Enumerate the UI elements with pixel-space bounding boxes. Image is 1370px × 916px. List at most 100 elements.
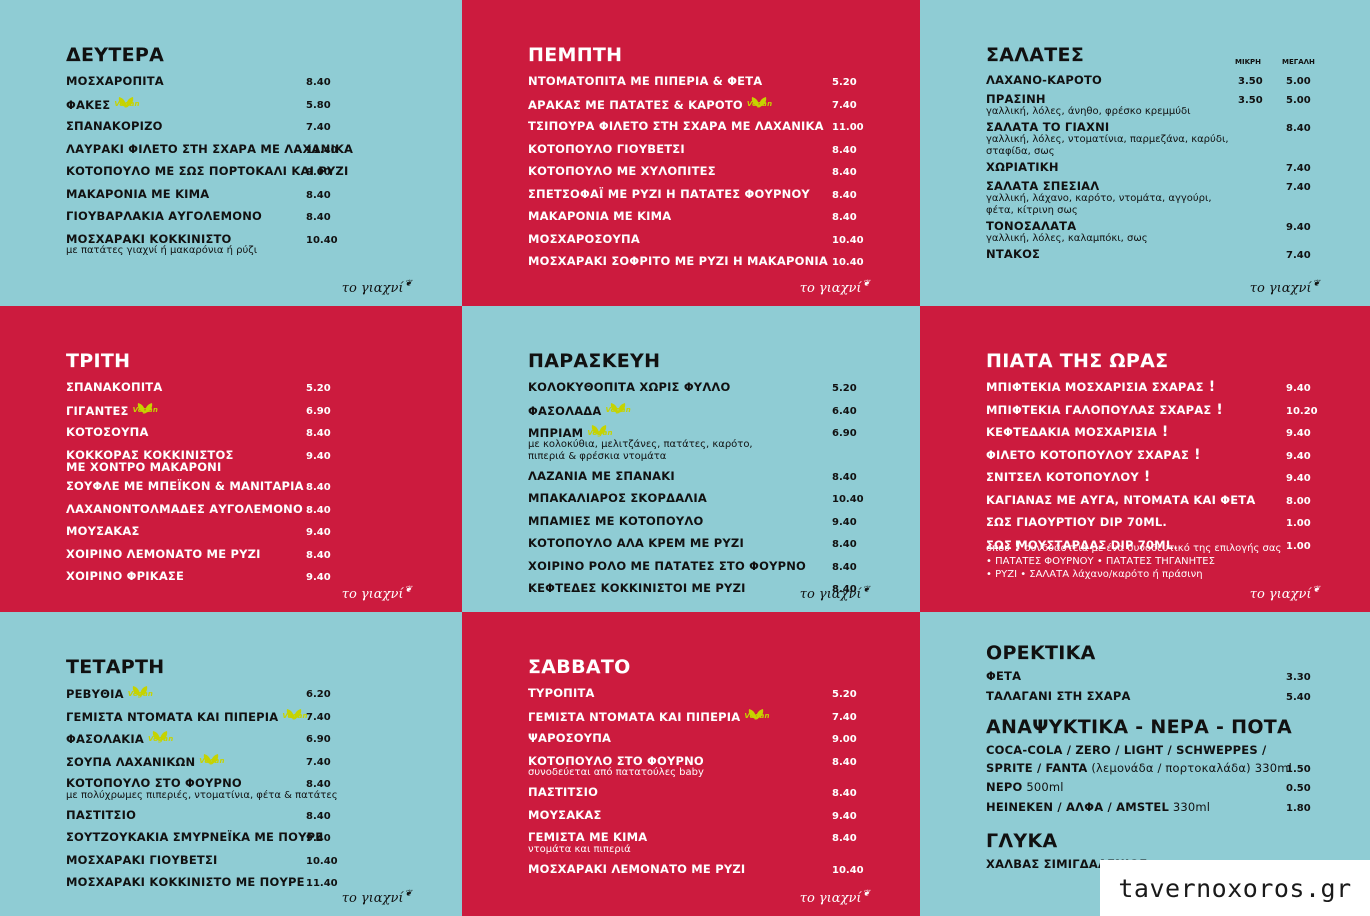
dish-price: 10.40 [306,234,338,246]
menu-item: ΛΑΥΡΑΚΙ ΦΙΛΕΤΟ ΣΤΗ ΣΧΑΡΑ ΜΕ ΛΑΧΑΝΙΚΑ 11.4… [66,141,353,159]
leaf-icon: ❦ [404,889,412,899]
dish-description: με πολύχρωμες πιπεριές, ντοματίνια, φέτα… [66,789,338,801]
dish-name: ΜΑΚΑΡΟΝΙΑ ΜΕ ΚΙΜΑ [528,208,671,226]
dish-price: 5.80 [306,99,331,111]
dish-name: ΣΟΥΦΛΕ ΜΕ ΜΠΕΪΚΟΝ & ΜΑΝΙΤΑΡΙΑ [66,478,304,496]
menu-item: ΦΑΣΟΛΑΚΙΑ Vegan 6.90 [66,730,338,748]
dish-price: 8.40 [832,756,857,768]
panel-title: ΔΕΥΤΕΡΑ [66,44,165,66]
note-line-1: όπου! συνδυάστεια με ένα συνοδευτικό της … [986,539,1281,555]
menu-item: ΓΕΜΙΣΤΑ ΝΤΟΜΑΤΑ ΚΑΙ ΠΙΠΕΡΙΑ Vegan 7.40 [66,708,338,726]
dish-name-text: ΜΠΑΜΙΕΣ ΜΕ ΚΟΤΟΠΟΥΛΟ [528,513,704,528]
menu-item: ΛΑΧΑΝΟ-ΚΑΡΟΤΟ 3.50 5.00 [986,72,1311,90]
menu-item: ΜΠΑΜΙΕΣ ΜΕ ΚΟΤΟΠΟΥΛΟ 9.40 [528,513,857,531]
menu-item: ΠΡΑΣΙΝΗ 3.50 5.00 γαλλική, λόλες, άνηθο, φρ… [986,91,1311,118]
vegan-icon: Vegan [587,424,613,442]
menu-item-row: ΤΥΡΟΠΙΤΑ 5.20 [528,685,857,703]
item-price: 1.50 [1286,763,1311,775]
price-small: 3.50 [1238,76,1263,87]
dish-name-text: ΚΟΤΟΠΟΥΛΟ ΜΕ ΣΩΣ ΠΟΡΤΟΚΑΛΙ ΚΑΙ ΡΥΖΙ [66,164,349,178]
dish-name: ΤΟΝΟΣΑΛΑΤΑ [986,218,1076,236]
dish-name-text: ΚΟΤΟΣΟΥΠΑ [66,425,149,439]
dish-name: ΚΟΤΟΠΟΥΛΟ ΣΤΟ ΦΟΥΡΝΟ [66,775,242,793]
menu-item-row: ΜΟΣΧΑΡΑΚΙ ΚΟΚΚΙΝΙΣΤΟ ΜΕ ΠΟΥΡΕ 11.40 [66,874,338,892]
menu-item: ΤΥΡΟΠΙΤΑ 5.20 [528,685,857,703]
note-prefix: όπου [986,543,1011,554]
menu-item: ΚΟΤΟΠΟΥΛΟ ΣΤΟ ΦΟΥΡΝΟ 8.40 με πολύχρωμες πι… [66,775,338,802]
dish-price: 11.40 [306,878,338,889]
item-price: 0.50 [1286,783,1311,794]
menu-item: ΓΕΜΙΣΤΑ ΝΤΟΜΑΤΑ ΚΑΙ ΠΙΠΕΡΙΑ Vegan 7.40 [528,708,857,726]
dish-price: 8.40 [306,504,331,516]
menu-item: ΜΟΥΣΑΚΑΣ 9.40 [66,523,331,541]
menu-item: ΜΟΣΧΑΡΑΚΙ ΓΙΟΥΒΕΤΣΙ 10.40 [66,852,338,870]
dish-name: ΧΟΙΡΙΝΟ ΛΕΜΟΝΑΤΟ ΜΕ ΡΥΖΙ [66,546,261,564]
dish-name-text: ΛΑΧΑΝΟΝΤΟΛΜΑΔΕΣ ΑΥΓΟΛΕΜΟΝΟ [66,501,303,516]
menu-item-row: ΣΠΑΝΑΚΟΠΙΤΑ 5.20 [66,379,331,397]
dish-name-text: ΚΟΤΟΠΟΥΛΟ ΑΛΑ ΚΡΕΜ ΜΕ ΡΥΖΙ [528,536,744,550]
dish-price: 8.40 [832,471,857,483]
menu-item-row: ΣΑΛΑΤΑ ΤΟ ΓΙΑΧΝΙ 8.40 [986,119,1311,137]
dish-name: ΣΟΥΠΑ ΛΑΧΑΝΙΚΩΝ Vegan [66,753,224,772]
vegan-label: Vegan [132,406,158,414]
menu-item: ΓΕΜΙΣΤΑ ΜΕ ΚΙΜΑ 8.40 ντομάτα και πιπεριά [528,829,857,856]
panel-title: ΠΑΡΑΣΚΕΥΗ [528,350,661,372]
menu-item: ΣΠΑΝΑΚΟΠΙΤΑ 5.20 [66,379,331,397]
exclamation-mark: ! [1208,379,1216,395]
section-title: ΟΡΕΚΤΙΚΑ [986,642,1096,664]
dish-name: ΧΟΙΡΙΝΟ ΡΟΛΟ ΜΕ ΠΑΤΑΤΕΣ ΣΤΟ ΦΟΥΡΝΟ [528,558,806,576]
dish-name-text: ΚΟΤΟΠΟΥΛΟ ΣΤΟ ΦΟΥΡΝΟ [66,776,242,790]
note-mark: ! [1014,539,1021,555]
dish-name-text: ΧΟΙΡΙΝΟ ΦΡΙΚΑΣΕ [66,569,185,583]
dish-name-text: ΚΟΛΟΚΥΘΟΠΙΤΑ ΧΩΡΙΣ ΦΥΛΛΟ [528,380,731,394]
dish-name-text: ΣΩΣ ΜΟΥΣΤΑΡΔΑΣ DIP 70ML. [986,537,1178,552]
dish-name: ΜΟΣΧΑΡΑΚΙ ΚΟΚΚΙΝΙΣΤΟ [66,231,232,249]
menu-item-row: ΚΟΛΟΚΥΘΟΠΙΤΑ ΧΩΡΙΣ ΦΥΛΛΟ 5.20 [528,379,857,397]
menu-item-row: ΜΟΣΧΑΡΑΚΙ ΚΟΚΚΙΝΙΣΤΟ 10.40 [66,231,338,249]
dish-price: 5.20 [832,689,857,700]
dish-price: 8.40 [832,167,857,178]
dish-name-text: ΜΟΣΧΑΡΑΚΙ ΛΕΜΟΝΑΤΟ ΜΕ ΡΥΖΙ [528,861,746,876]
watermark-text: tavernoxoros.gr [1118,873,1352,903]
dish-name-text: ΜΟΥΣΑΚΑΣ [528,807,602,822]
dish-name-text: ΜΠΙΦΤΕΚΙΑ ΓΑΛΟΠΟΥΛΑΣ ΣΧΑΡΑΣ [986,402,1212,417]
dish-name-text: ΑΡΑΚΑΣ ΜΕ ΠΑΤΑΤΕΣ & ΚΑΡΟΤΟ [528,97,743,112]
menu-item: ΧΟΙΡΙΝΟ ΦΡΙΚΑΣΕ 9.40 [66,568,331,586]
menu-item-row: ΚΟΤΟΠΟΥΛΟ ΣΤΟ ΦΟΥΡΝΟ 8.40 [66,775,338,793]
exclamation-mark: ! [1216,401,1224,418]
dish-name: ΡΕΒΥΘΙΑ Vegan [66,685,153,704]
dish-name: ΣΟΥΤΖΟΥΚΑΚΙΑ ΣΜΥΡΝΕΪΚΑ ΜΕ ΠΟΥΡΕ [66,829,323,847]
dish-name: ΨΑΡΟΣΟΥΠΑ [528,730,611,748]
dish-price: 8.40 [832,539,857,550]
dish-name-text: ΛΑΖΑΝΙΑ ΜΕ ΣΠΑΝΑΚΙ [528,468,675,483]
dish-name: ΠΑΣΤΙΤΣΙΟ [66,807,136,825]
menu-item-row: ΡΕΒΥΘΙΑ Vegan 6.20 [66,685,338,703]
menu-item: ΚΟΤΟΠΟΥΛΟ ΜΕ ΣΩΣ ΠΟΡΤΟΚΑΛΙ ΚΑΙ ΡΥΖΙ 9.00 [66,163,348,181]
restaurant-logo: το γιαχνί❦ [800,585,870,602]
exclamation-mark: ! [1143,469,1151,485]
dish-price: 8.40 [832,189,857,201]
dish-name-text: ΠΑΣΤΙΤΣΙΟ [528,785,599,799]
dish-name-text: ΣΟΥΤΖΟΥΚΑΚΙΑ ΣΜΥΡΝΕΪΚΑ ΜΕ ΠΟΥΡΕ [66,830,324,844]
dish-name-text: ΜΟΣΧΑΡΑΚΙ ΓΙΟΥΒΕΤΣΙ [66,852,218,867]
dish-name: ΛΑΧΑΝΟ-ΚΑΡΟΤΟ [986,72,1102,90]
menu-item-row: ΠΑΣΤΙΤΣΙΟ 8.40 [66,807,338,825]
menu-item: ΣΟΥΤΖΟΥΚΑΚΙΑ ΣΜΥΡΝΕΪΚΑ ΜΕ ΠΟΥΡΕ 9.40 [66,829,338,847]
dish-name: ΦΑΣΟΛΑΚΙΑ Vegan [66,730,173,749]
dish-price: 8.40 [832,212,857,223]
dish-price: 11.00 [832,122,864,133]
dish-name-text: ΣΝΙΤΣΕΛ ΚΟΤΟΠΟΥΛΟΥ [986,470,1139,484]
dish-price: 7.40 [306,711,331,723]
dish-name: ΛΑΧΑΝΟΝΤΟΛΜΑΔΕΣ ΑΥΓΟΛΕΜΟΝΟ [66,501,303,519]
dish-name: ΜΟΣΧΑΡΑΚΙ ΓΙΟΥΒΕΤΣΙ [66,852,217,870]
dish-name-text: ΦΑΣΟΛΑΔΑ [528,403,602,418]
menu-item-row: ΚΟΤΟΠΟΥΛΟ ΑΛΑ ΚΡΕΜ ΜΕ ΡΥΖΙ 8.40 [528,535,857,553]
menu-item: ΛΑΖΑΝΙΑ ΜΕ ΣΠΑΝΑΚΙ 8.40 [528,468,857,486]
menu-item-row: ΜΟΣΧΑΡΑΚΙ ΓΙΟΥΒΕΤΣΙ 10.40 [66,852,338,870]
menu-item: ΠΑΣΤΙΤΣΙΟ 8.40 [66,807,338,825]
dish-price: 1.00 [1286,518,1311,529]
dish-description: ντομάτα και πιπεριά [528,843,631,855]
panel-tuesday: ΤΡΙΤΗ ΣΠΑΝΑΚΟΠΙΤΑ 5.20 ΓΙΓΑΝΤΕΣ Vegan 6.90 ΚΟΤ… [0,306,462,612]
dish-price: 8.40 [306,779,331,790]
